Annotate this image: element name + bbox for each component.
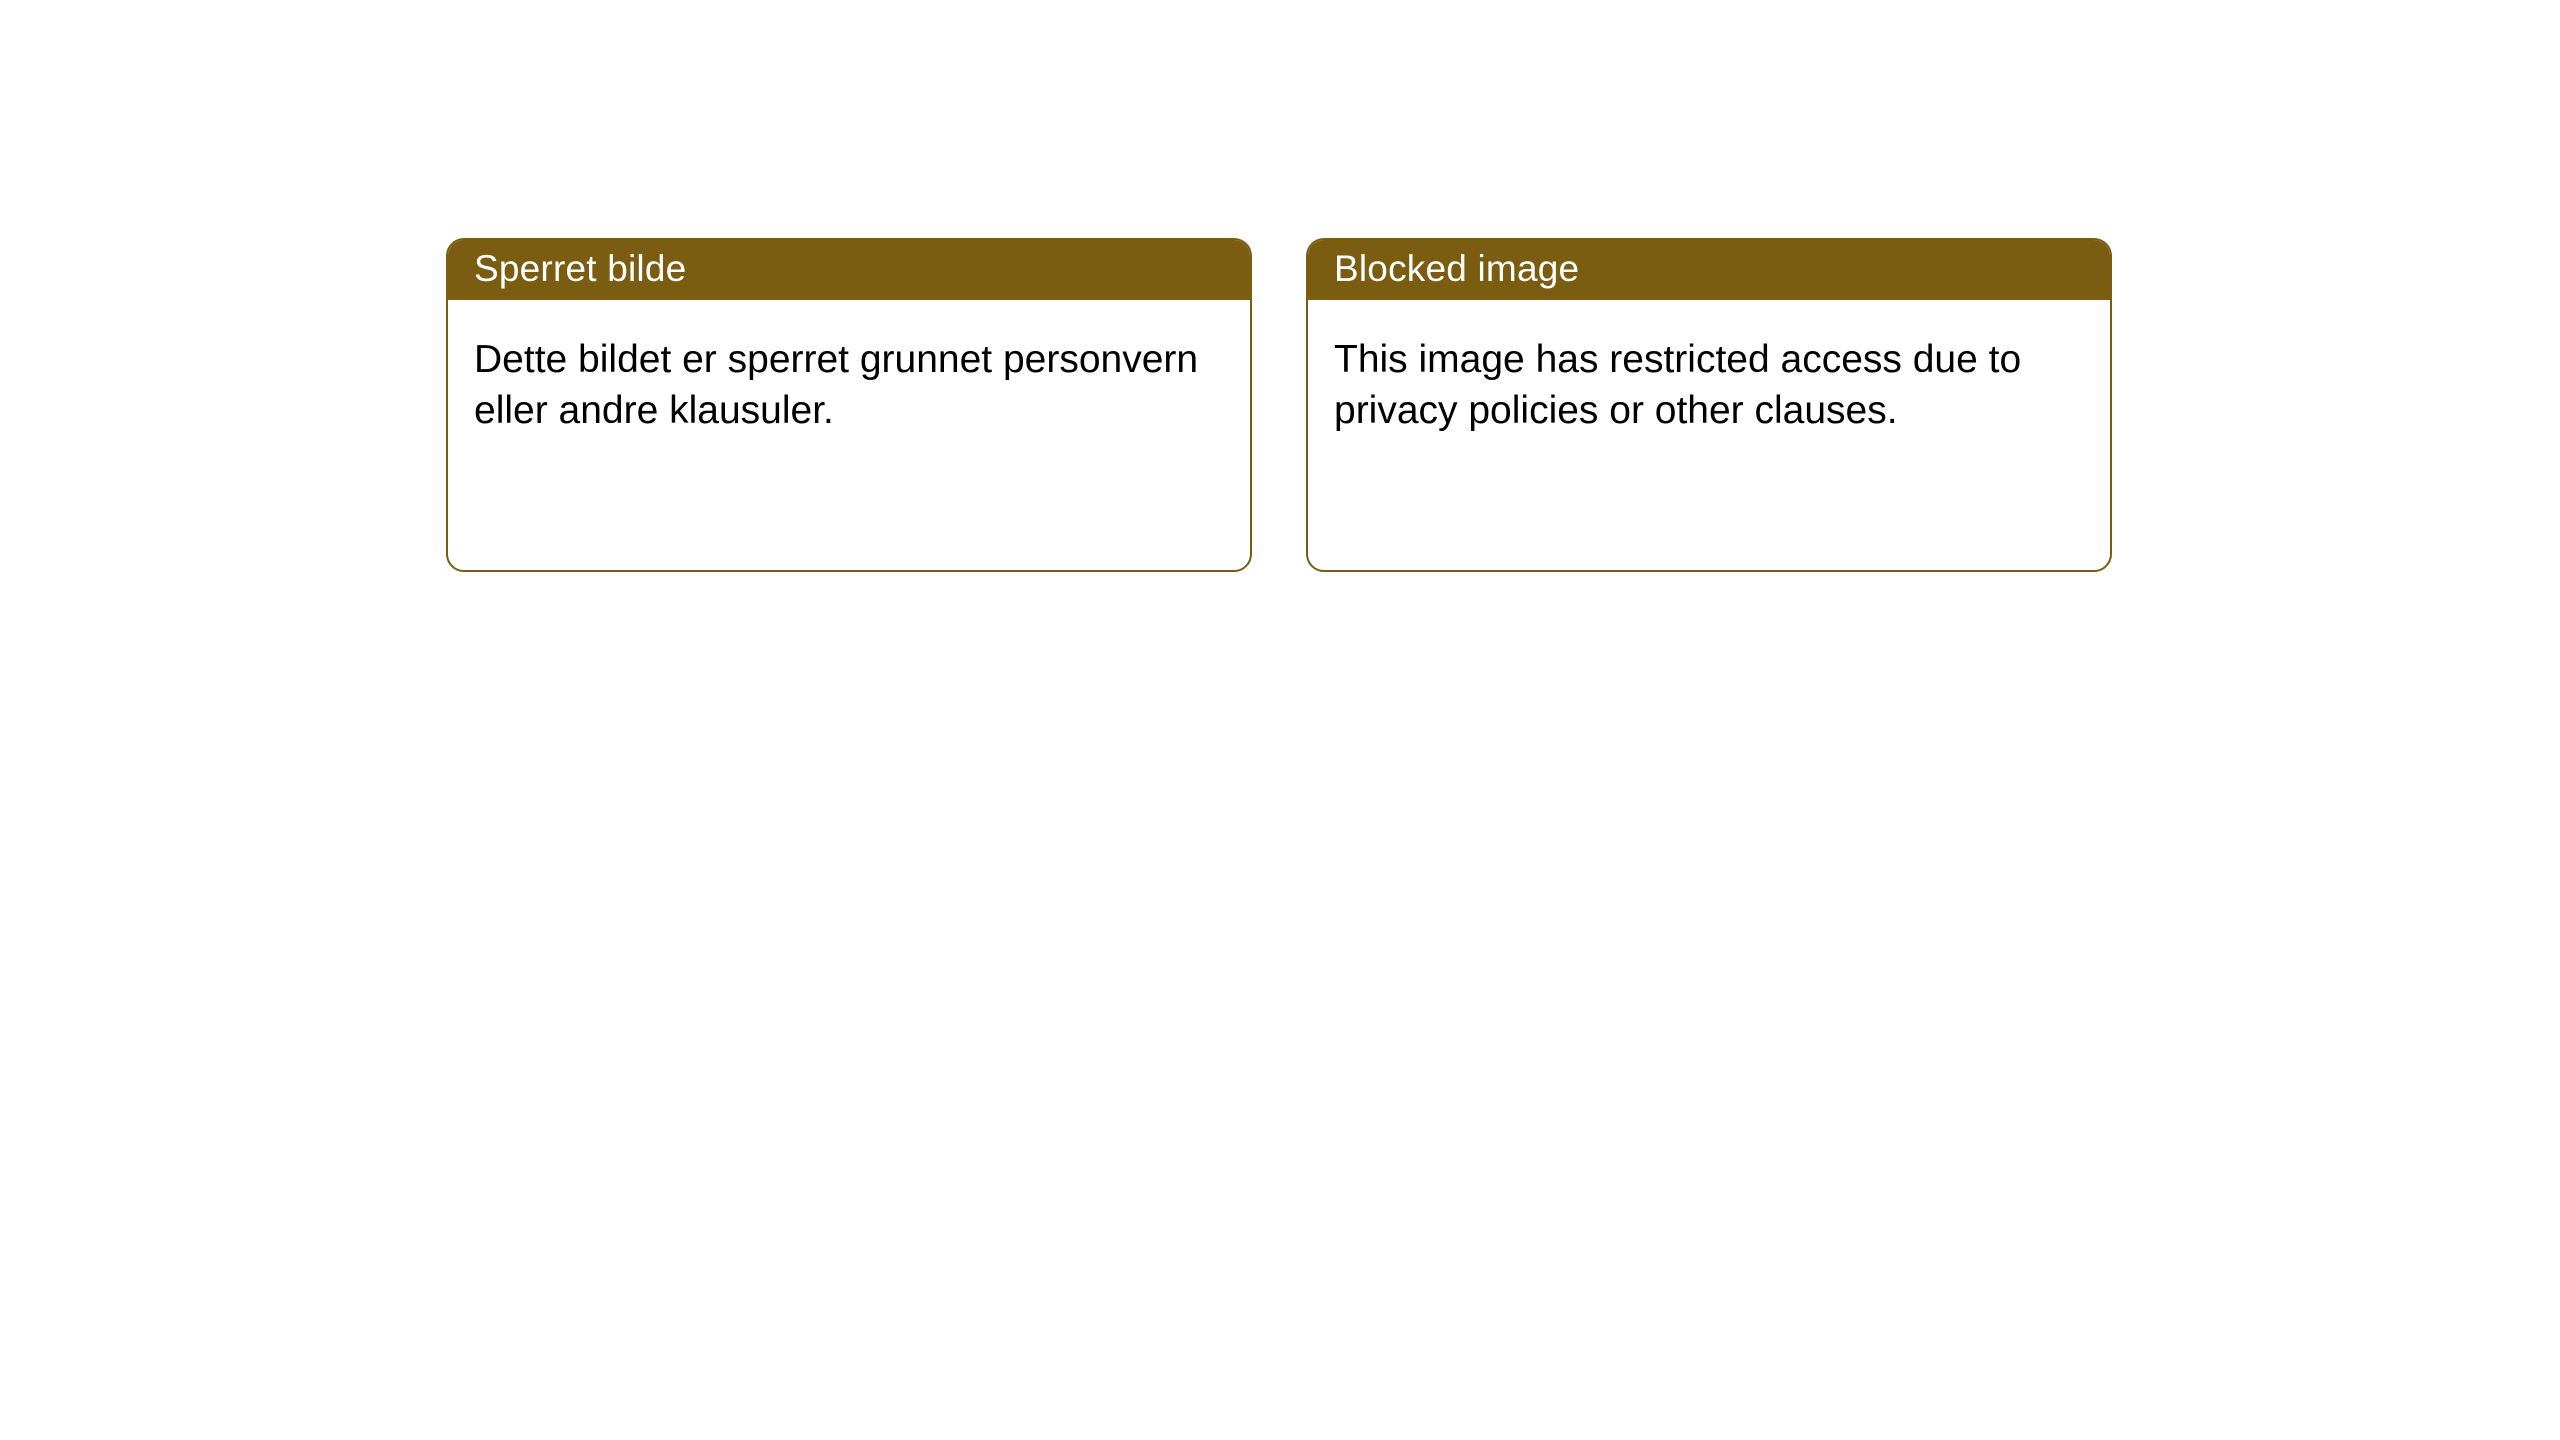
notice-body-english: This image has restricted access due to … [1308,300,2110,463]
notice-title-english: Blocked image [1308,240,2110,300]
notice-card-english: Blocked image This image has restricted … [1306,238,2112,572]
notice-container: Sperret bilde Dette bildet er sperret gr… [0,0,2560,572]
notice-card-norwegian: Sperret bilde Dette bildet er sperret gr… [446,238,1252,572]
notice-body-norwegian: Dette bildet er sperret grunnet personve… [448,300,1250,463]
notice-title-norwegian: Sperret bilde [448,240,1250,300]
